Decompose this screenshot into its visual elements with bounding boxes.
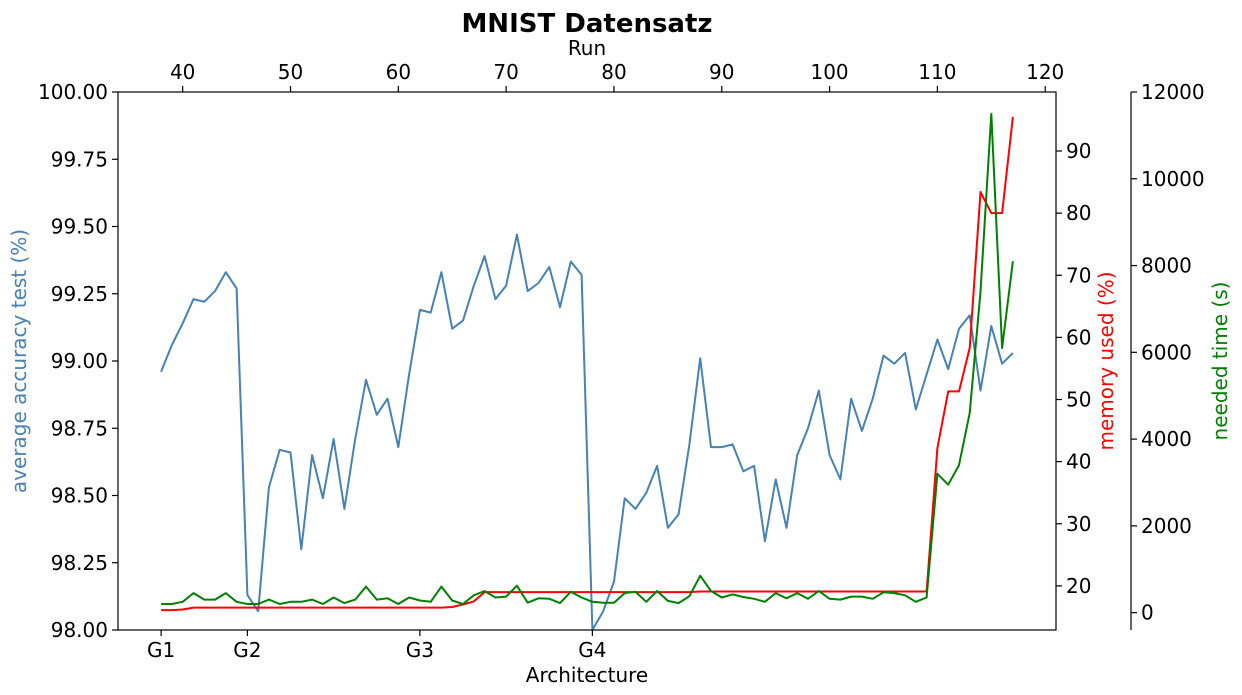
time-tick-label: 0	[1141, 601, 1154, 625]
top-x-tick-label: 100	[810, 60, 848, 84]
top-x-axis-label: Run	[568, 36, 606, 60]
top-x-tick-label: 90	[709, 60, 734, 84]
memory-tick-label: 40	[1066, 450, 1091, 474]
memory-tick-label: 90	[1066, 139, 1091, 163]
time-tick-label: 10000	[1141, 167, 1205, 191]
series-line-accuracy	[160, 233, 1014, 631]
series-layer	[160, 112, 1014, 631]
memory-axis-label: memory used (%)	[1094, 272, 1118, 451]
memory-tick-label: 50	[1066, 388, 1091, 412]
accuracy-tick-label: 98.75	[51, 416, 108, 440]
time-tick-label: 6000	[1141, 340, 1192, 364]
accuracy-tick-label: 98.00	[51, 618, 108, 642]
plot-frame	[117, 91, 1057, 631]
top-x-tick-label: 110	[918, 60, 956, 84]
top-x-tick-label: 50	[278, 60, 303, 84]
memory-tick-label: 70	[1066, 263, 1091, 287]
series-line-memory	[161, 116, 1014, 612]
bottom-x-axis-label: Architecture	[526, 663, 648, 687]
architecture-tick-label: G4	[578, 638, 606, 662]
accuracy-axis-label: average accuracy test (%)	[7, 229, 31, 493]
time-tick-label: 2000	[1141, 514, 1192, 538]
accuracy-tick-label: 98.25	[51, 551, 108, 575]
accuracy-tick-label: 99.00	[51, 349, 108, 373]
architecture-tick-label: G2	[233, 638, 261, 662]
architecture-tick-label: G3	[406, 638, 434, 662]
time-axis-label: needed time (s)	[1208, 282, 1232, 441]
top-x-tick-label: 60	[386, 60, 411, 84]
memory-tick-label: 30	[1066, 512, 1091, 536]
accuracy-tick-label: 98.50	[51, 484, 108, 508]
architecture-tick-label: G1	[147, 638, 175, 662]
accuracy-tick-label: 99.50	[51, 215, 108, 239]
memory-tick-label: 60	[1066, 325, 1091, 349]
accuracy-tick-label: 100.00	[38, 80, 108, 104]
top-x-tick-label: 70	[493, 60, 518, 84]
accuracy-tick-label: 99.25	[51, 282, 108, 306]
time-tick-label: 8000	[1141, 254, 1192, 278]
axes-layer: 40 50 60 70 80 90 100 110 120 G1 G2 G3 G4 98.00 98.25 9…	[38, 60, 1205, 662]
time-tick-label: 12000	[1141, 80, 1205, 104]
top-x-tick-label: 40	[170, 60, 195, 84]
accuracy-tick-label: 99.75	[51, 147, 108, 171]
time-tick-label: 4000	[1141, 427, 1192, 451]
chart-title: MNIST Datensatz	[461, 9, 712, 39]
top-x-tick-label: 120	[1026, 60, 1064, 84]
series-line-time	[161, 112, 1014, 605]
memory-tick-label: 20	[1066, 574, 1091, 598]
memory-tick-label: 80	[1066, 201, 1091, 225]
top-x-tick-label: 80	[601, 60, 626, 84]
